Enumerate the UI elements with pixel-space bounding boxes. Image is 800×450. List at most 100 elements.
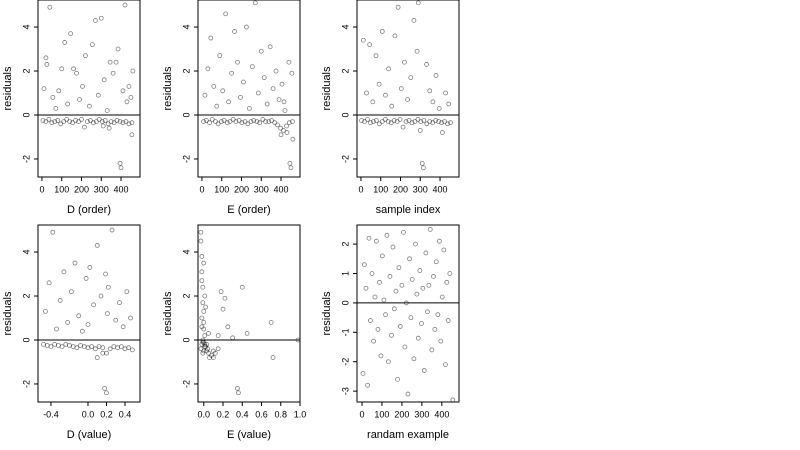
- point: [114, 118, 120, 123]
- point: [427, 119, 433, 124]
- point: [421, 165, 426, 171]
- point: [263, 119, 269, 124]
- point: [252, 0, 258, 6]
- point: [432, 326, 438, 332]
- point: [389, 332, 394, 338]
- x-tick-label: 1.0: [294, 409, 307, 419]
- point: [105, 121, 111, 127]
- point: [201, 320, 207, 325]
- point: [284, 123, 289, 129]
- y-axis-label: residuals: [321, 66, 333, 111]
- x-tick-label: 0: [199, 184, 204, 194]
- point: [65, 320, 71, 325]
- point: [373, 238, 379, 244]
- point: [109, 227, 115, 233]
- x-axis-label: D (value): [67, 429, 112, 441]
- point: [278, 125, 284, 131]
- point: [279, 81, 285, 87]
- point: [278, 132, 284, 138]
- point: [413, 241, 418, 247]
- point: [280, 127, 286, 133]
- point: [424, 62, 429, 67]
- point: [284, 130, 290, 135]
- point: [226, 99, 232, 105]
- point: [442, 119, 447, 124]
- y-axis-label: residuals: [321, 291, 333, 336]
- point: [375, 326, 381, 332]
- point: [43, 55, 49, 61]
- point: [229, 70, 235, 76]
- point: [62, 40, 68, 45]
- point: [209, 116, 215, 122]
- point: [436, 119, 442, 124]
- point: [68, 31, 74, 37]
- point: [403, 119, 409, 124]
- point: [408, 315, 414, 321]
- point: [110, 70, 116, 76]
- point: [70, 120, 75, 126]
- y-tick-label: 2: [340, 242, 350, 247]
- point: [130, 68, 136, 74]
- point: [405, 391, 411, 397]
- panel: -2 0 2 4 0 100 200 300 400 sample index residuals: [321, 0, 460, 216]
- point: [239, 120, 245, 126]
- point: [126, 84, 132, 89]
- point: [205, 66, 211, 72]
- y-tick-label: -2: [340, 155, 350, 163]
- point: [406, 118, 412, 123]
- point: [120, 88, 126, 94]
- point: [118, 165, 124, 171]
- y-tick-label: -2: [340, 358, 350, 366]
- point: [238, 95, 243, 100]
- point: [383, 92, 388, 98]
- point: [421, 368, 427, 373]
- point: [225, 324, 231, 330]
- point: [122, 2, 128, 8]
- point: [446, 101, 452, 107]
- point: [77, 97, 82, 103]
- x-tick-label: 400: [274, 184, 289, 194]
- point: [100, 123, 106, 129]
- point: [419, 160, 425, 166]
- point: [128, 315, 133, 321]
- y-axis-label: residuals: [162, 66, 174, 111]
- point: [215, 333, 221, 338]
- point: [420, 285, 426, 291]
- point: [117, 119, 123, 124]
- point: [273, 68, 279, 74]
- plot-box: [37, 0, 141, 178]
- point: [221, 118, 227, 123]
- point: [412, 119, 418, 124]
- point: [439, 120, 445, 126]
- panel: -3 -2 -1 0 1 2 0 100 200 300 400 randam example resi…: [321, 224, 460, 441]
- point: [443, 90, 448, 96]
- point: [396, 265, 402, 271]
- point: [201, 309, 207, 314]
- point: [441, 247, 447, 253]
- point: [101, 77, 107, 83]
- panel: -2 0 2 4 -0.4 0.0 0.2 0.4 D (value) residuals: [2, 224, 141, 441]
- point: [59, 66, 65, 72]
- point: [202, 293, 208, 299]
- point: [359, 118, 364, 123]
- point: [281, 99, 287, 105]
- point: [401, 229, 406, 235]
- point: [260, 116, 266, 122]
- point: [395, 376, 400, 382]
- point: [96, 116, 102, 122]
- point: [385, 359, 391, 365]
- point: [236, 390, 241, 396]
- point: [224, 120, 230, 126]
- point: [128, 95, 134, 100]
- point: [43, 309, 48, 314]
- point: [409, 120, 415, 126]
- point: [376, 81, 382, 87]
- x-tick-label: 0.2: [217, 409, 230, 419]
- point: [430, 99, 436, 105]
- point: [397, 116, 403, 122]
- point: [257, 120, 263, 126]
- point: [444, 279, 450, 285]
- point: [390, 244, 396, 250]
- x-tick-label: 300: [254, 184, 269, 194]
- point: [200, 300, 206, 306]
